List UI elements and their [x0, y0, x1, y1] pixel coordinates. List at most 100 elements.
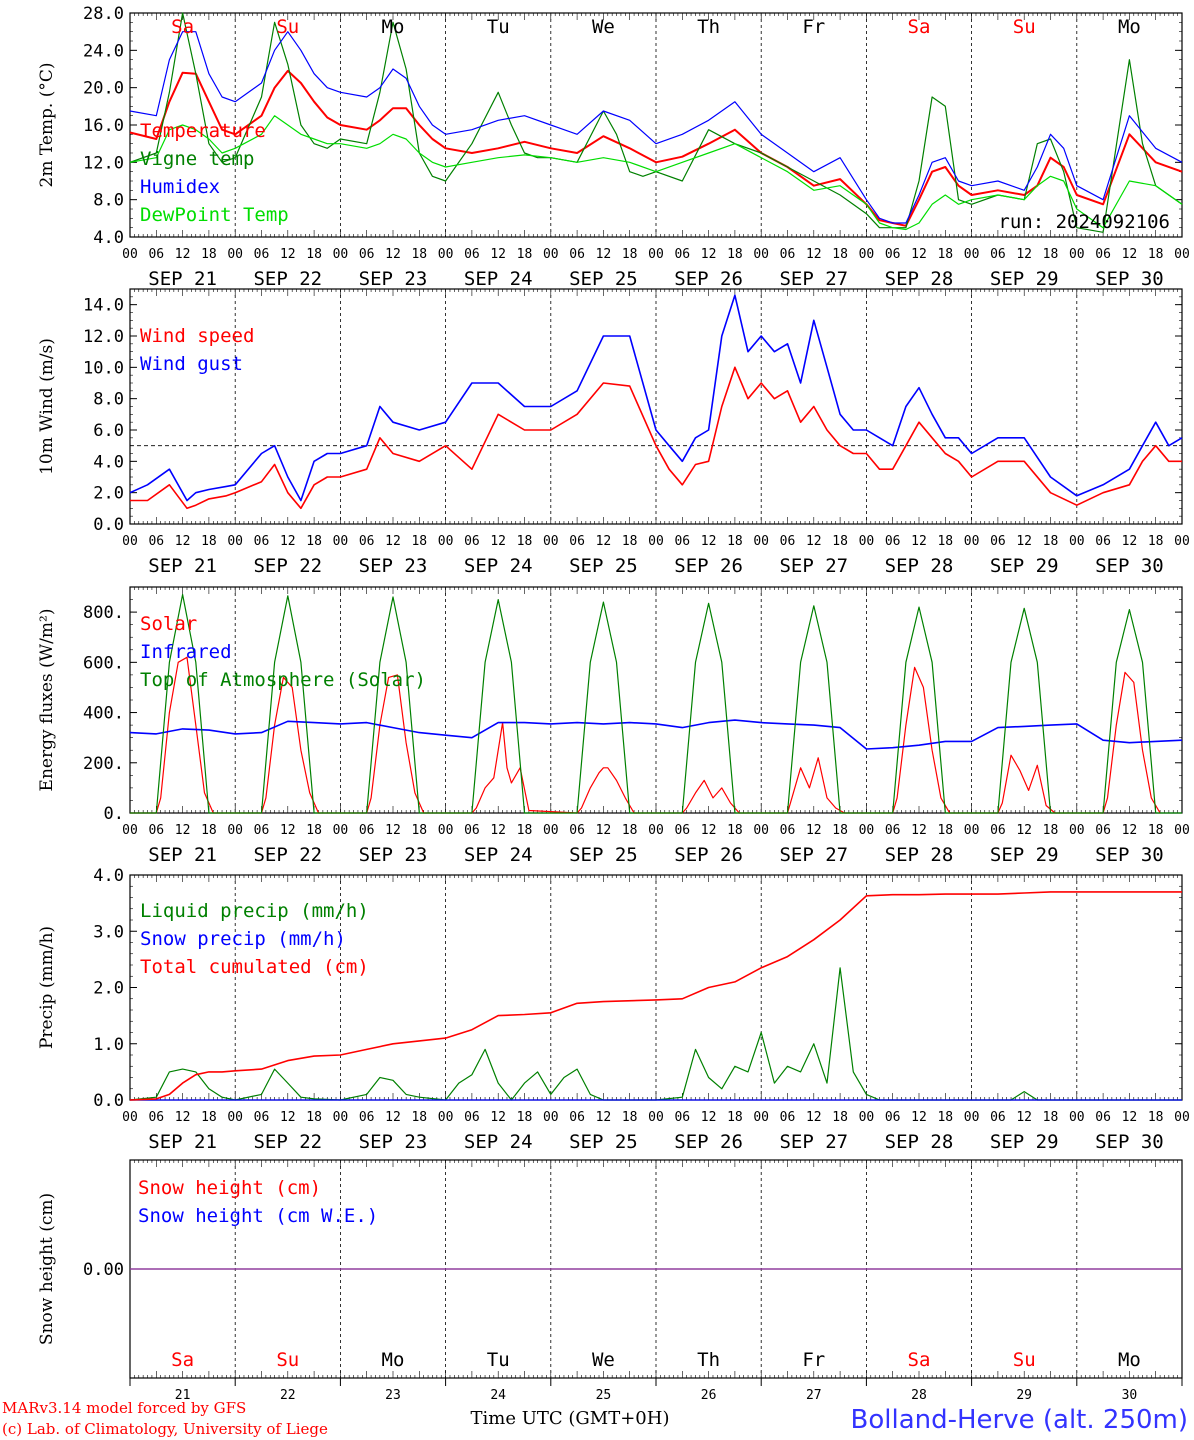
hour-tick-label: 12 [175, 247, 191, 262]
hour-tick-label: 00 [227, 534, 243, 549]
date-label: SEP 22 [253, 1131, 322, 1153]
hour-tick-label: 00 [859, 534, 875, 549]
hour-tick-label: 18 [727, 823, 743, 838]
hour-tick-label: 06 [990, 247, 1006, 262]
hour-tick-label: 18 [622, 1110, 638, 1125]
hour-tick-label: 12 [701, 823, 717, 838]
legend-entry: Snow height (cm W.E.) [138, 1205, 378, 1227]
hour-tick-label: 00 [753, 823, 769, 838]
date-label: SEP 27 [779, 844, 848, 866]
hour-tick-label: 12 [175, 1110, 191, 1125]
date-label: SEP 29 [990, 844, 1059, 866]
date-label: SEP 26 [674, 844, 743, 866]
weekday-label: Th [697, 1349, 720, 1371]
hour-tick-label: 00 [543, 1110, 559, 1125]
y-tick-label: 0.00 [83, 1260, 124, 1280]
y-tick-label: 800. [83, 603, 124, 623]
hour-tick-label: 18 [411, 823, 427, 838]
hour-tick-label: 18 [201, 1110, 217, 1125]
hour-tick-label: 06 [885, 1110, 901, 1125]
y-tick-label: 14.0 [83, 296, 124, 316]
hour-tick-label: 06 [464, 1110, 480, 1125]
hour-tick-label: 18 [727, 247, 743, 262]
y-tick-label: 0.0 [93, 515, 124, 535]
hour-tick-label: 00 [438, 1110, 454, 1125]
y-tick-label: 24.0 [83, 41, 124, 61]
hour-tick-label: 12 [596, 534, 612, 549]
legend-entry: Infrared [140, 641, 232, 663]
hour-tick-label: 18 [306, 1110, 322, 1125]
day-number-label: 30 [1122, 1388, 1138, 1403]
hour-tick-label: 00 [648, 1110, 664, 1125]
date-label: SEP 22 [253, 268, 322, 290]
hour-tick-label: 06 [254, 534, 270, 549]
weekday-label: Th [697, 16, 720, 38]
date-label: SEP 24 [464, 268, 533, 290]
legend-entry: DewPoint Temp [140, 204, 289, 226]
hour-tick-label: 18 [832, 1110, 848, 1125]
day-number-label: 26 [701, 1388, 717, 1403]
y-tick-label: 6.0 [93, 421, 124, 441]
hour-tick-label: 18 [727, 534, 743, 549]
hour-tick-label: 00 [438, 823, 454, 838]
day-number-label: 23 [385, 1388, 401, 1403]
hour-tick-label: 18 [622, 247, 638, 262]
hour-tick-label: 00 [122, 1110, 138, 1125]
date-label: SEP 22 [253, 555, 322, 577]
hour-tick-label: 06 [780, 1110, 796, 1125]
hour-tick-label: 06 [1095, 823, 1111, 838]
hour-tick-label: 06 [359, 823, 375, 838]
y-tick-label: 0.0 [93, 1091, 124, 1111]
series-line [130, 656, 1161, 814]
hour-tick-label: 00 [859, 247, 875, 262]
hour-tick-label: 00 [964, 247, 980, 262]
hour-tick-label: 06 [359, 1110, 375, 1125]
hour-tick-label: 12 [1122, 1110, 1138, 1125]
day-number-label: 25 [596, 1388, 612, 1403]
hour-tick-label: 00 [1069, 247, 1085, 262]
date-label: SEP 23 [359, 555, 428, 577]
hour-tick-label: 18 [1148, 1110, 1164, 1125]
hour-tick-label: 18 [306, 823, 322, 838]
hour-tick-label: 00 [648, 534, 664, 549]
date-label: SEP 25 [569, 844, 638, 866]
legend-entry: Liquid precip (mm/h) [140, 900, 369, 922]
hour-tick-label: 18 [1043, 823, 1059, 838]
hour-tick-label: 00 [438, 534, 454, 549]
hour-tick-label: 18 [201, 247, 217, 262]
x-axis-title: Time UTC (GMT+0H) [471, 1408, 670, 1429]
hour-tick-label: 06 [780, 823, 796, 838]
day-number-label: 22 [280, 1388, 296, 1403]
y-tick-label: 200. [83, 754, 124, 774]
date-label: SEP 25 [569, 268, 638, 290]
hour-tick-label: 00 [333, 1110, 349, 1125]
hour-tick-label: 12 [596, 823, 612, 838]
hour-tick-label: 12 [701, 247, 717, 262]
legend-entry: Vigne temp [140, 148, 254, 170]
hour-tick-label: 00 [964, 534, 980, 549]
hour-tick-label: 06 [254, 247, 270, 262]
legend-entry: Snow precip (mm/h) [140, 928, 346, 950]
day-number-label: 24 [490, 1388, 506, 1403]
y-tick-label: 3.0 [93, 922, 124, 942]
hour-tick-label: 06 [359, 247, 375, 262]
hour-tick-label: 06 [990, 534, 1006, 549]
hour-tick-label: 06 [780, 247, 796, 262]
date-label: SEP 30 [1095, 268, 1164, 290]
hour-tick-label: 06 [569, 823, 585, 838]
date-label: SEP 27 [779, 555, 848, 577]
y-tick-label: 12.0 [83, 327, 124, 347]
date-label: SEP 28 [885, 1131, 954, 1153]
hour-tick-label: 00 [648, 823, 664, 838]
hour-tick-label: 06 [148, 534, 164, 549]
hour-tick-label: 18 [517, 823, 533, 838]
hour-tick-label: 18 [937, 1110, 953, 1125]
weekday-label: Sa [908, 16, 931, 38]
date-label: SEP 30 [1095, 844, 1164, 866]
hour-tick-label: 00 [964, 823, 980, 838]
y-axis-title: 10m Wind (m/s) [37, 338, 57, 475]
hour-tick-label: 12 [280, 247, 296, 262]
hour-tick-label: 06 [674, 534, 690, 549]
y-tick-label: 4.0 [93, 866, 124, 886]
hour-tick-label: 00 [333, 534, 349, 549]
